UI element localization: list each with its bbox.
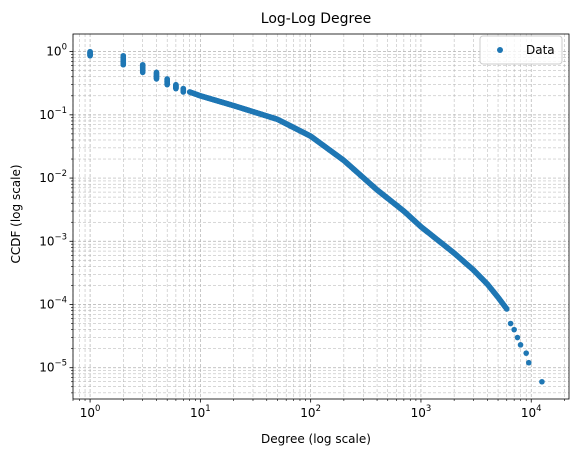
data-point bbox=[511, 326, 517, 333]
plot-area bbox=[72, 33, 570, 400]
y-tick-label: 10−5 bbox=[39, 359, 67, 375]
data-point bbox=[525, 359, 532, 366]
x-tick-label: 101 bbox=[190, 404, 211, 420]
x-tick-label: 100 bbox=[80, 404, 101, 420]
x-tick-label: 102 bbox=[300, 404, 321, 420]
data-point bbox=[173, 81, 179, 88]
y-tick-label: 10−4 bbox=[39, 295, 67, 311]
data-point bbox=[153, 69, 160, 76]
data-point bbox=[523, 350, 529, 356]
y-tick-label: 10−3 bbox=[39, 232, 67, 248]
x-tick-label: 103 bbox=[411, 404, 432, 420]
data-points bbox=[87, 48, 545, 385]
data-point bbox=[164, 76, 170, 82]
data-point bbox=[120, 52, 127, 59]
grid bbox=[72, 34, 569, 399]
x-axis: 100 101 102 103 104 bbox=[72, 399, 565, 420]
legend-marker bbox=[497, 47, 503, 53]
x-axis-label: Degree (log scale) bbox=[261, 432, 371, 446]
y-axis: 100 10−1 10−2 10−3 10−4 10−5 bbox=[39, 43, 73, 394]
legend-label: Data bbox=[526, 43, 555, 57]
y-tick-label: 10−2 bbox=[39, 169, 67, 185]
x-tick-label: 104 bbox=[521, 404, 542, 420]
legend-box bbox=[479, 35, 563, 65]
y-tick-label: 10−1 bbox=[39, 106, 67, 122]
y-tick-label: 100 bbox=[46, 43, 67, 59]
data-point bbox=[139, 61, 146, 68]
data-point bbox=[539, 378, 545, 385]
data-point bbox=[503, 306, 510, 312]
data-point bbox=[514, 334, 521, 341]
legend: Data bbox=[479, 35, 563, 65]
y-axis-label: CCDF (log scale) bbox=[9, 164, 23, 263]
data-point bbox=[180, 85, 187, 92]
data-point bbox=[517, 342, 524, 348]
data-point bbox=[87, 48, 93, 55]
chart-title: Log-Log Degree bbox=[261, 11, 371, 27]
data-point bbox=[507, 320, 514, 327]
